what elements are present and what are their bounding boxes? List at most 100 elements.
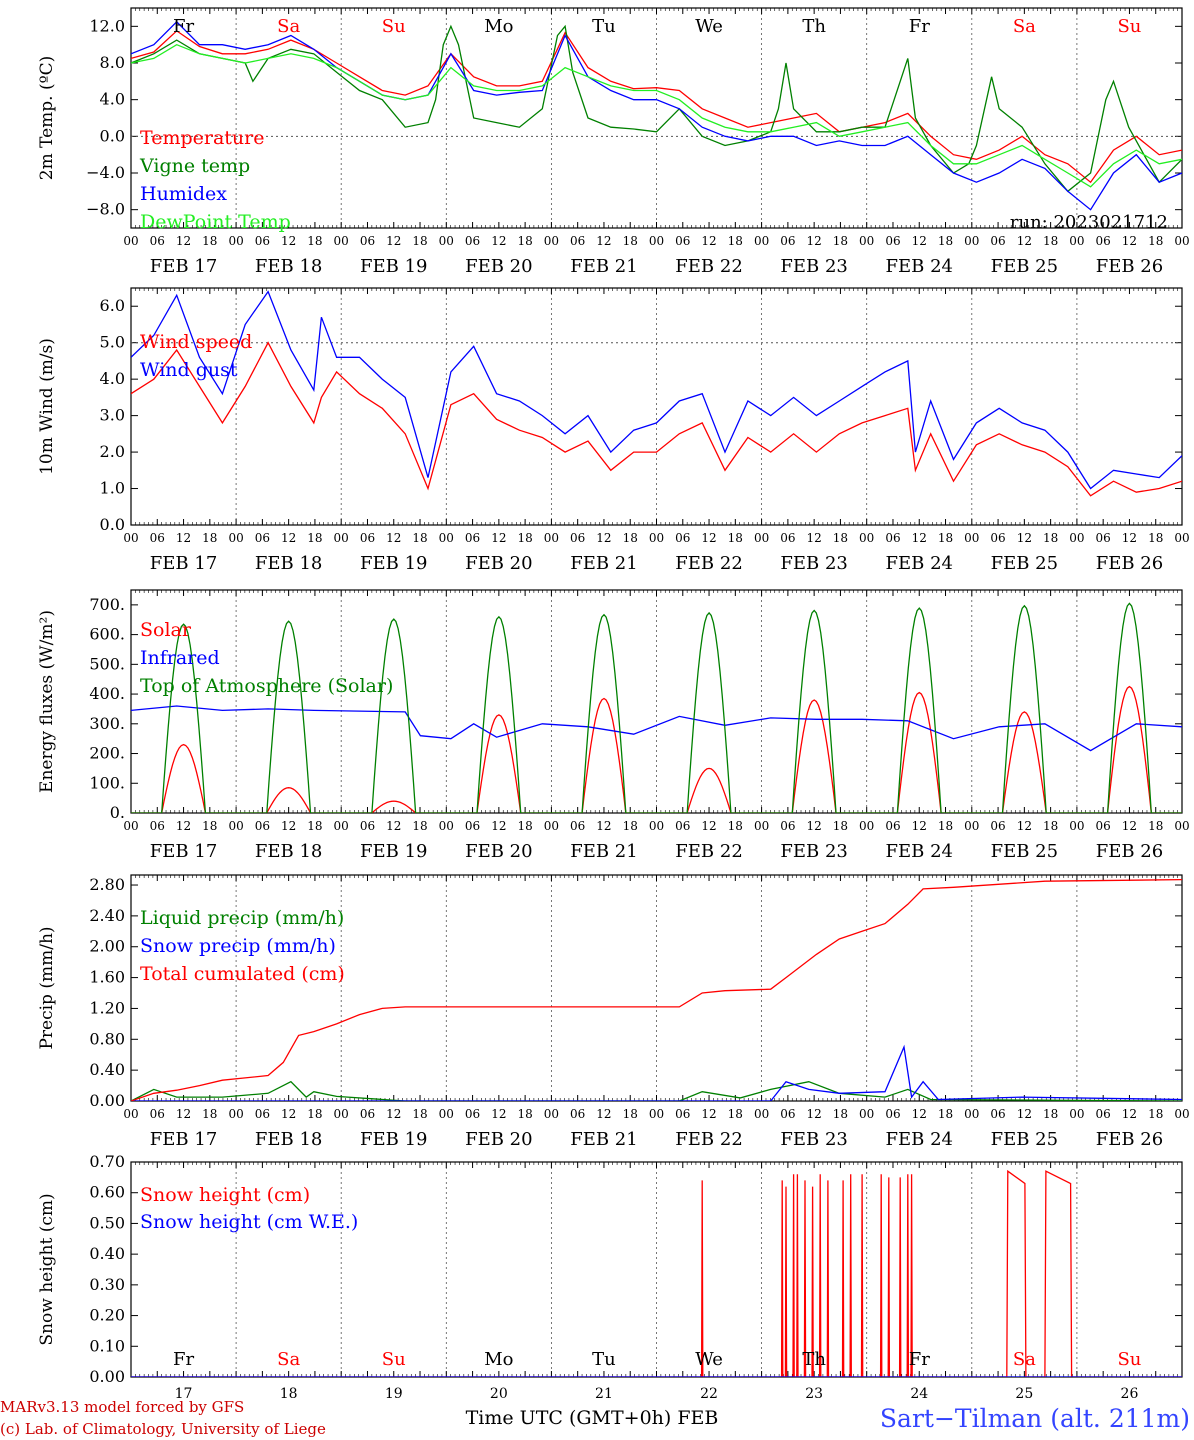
hour-tick-label: 00 [228,234,243,248]
hour-tick-label: 06 [360,1107,375,1121]
hour-tick-label: 18 [307,1107,322,1121]
hour-tick-label: 18 [728,1107,743,1121]
hour-tick-label: 18 [1148,234,1163,248]
hour-tick-label: 18 [1148,819,1163,833]
day-number: 26 [1121,1386,1139,1402]
series-line-wind-gust [131,290,1182,490]
date-label: FEB 22 [675,256,742,277]
hour-tick-label: 18 [623,531,638,545]
hour-tick-label: 00 [1174,1107,1189,1121]
y-tick-label: −8.0 [86,200,125,219]
hour-tick-label: 00 [1069,819,1084,833]
hour-tick-label: 06 [360,819,375,833]
footer-time-axis: Time UTC (GMT+0h) FEB [466,1407,719,1429]
y-tick-label: 0.10 [89,1336,125,1355]
hour-tick-label: 18 [938,1107,953,1121]
series-line-liquid-precip-mm-h- [131,1080,1182,1101]
y-tick-label: 4.0 [100,90,125,109]
date-label: FEB 23 [780,553,847,574]
hour-tick-label: 18 [202,1107,217,1121]
hour-tick-label: 06 [990,819,1005,833]
hour-tick-label: 06 [255,531,270,545]
hour-tick-label: 00 [228,531,243,545]
y-tick-label: 2.0 [100,442,125,461]
panel-snow: 0.00 0.10 0.20 0.30 0.40 0.50 0.60 0.70 Snow hei… [37,1152,1183,1386]
hour-tick-label: 12 [491,819,506,833]
hour-tick-label: 18 [307,234,322,248]
y-tick-label: 0.70 [89,1152,125,1171]
y-tick-label: 4.0 [100,369,125,388]
hour-tick-label: 00 [544,531,559,545]
hour-tick-label: 06 [1096,1107,1111,1121]
hour-tick-label: 18 [623,1107,638,1121]
hour-tick-label: 18 [307,819,322,833]
hour-tick-label: 18 [938,531,953,545]
hour-tick-label: 12 [281,531,296,545]
hour-tick-label: 00 [228,819,243,833]
panel-precip: 0.00 0.40 0.80 1.20 1.60 2.00 2.40 2.80 Precip (… [37,874,1190,1150]
legend-entry: Humidex [140,183,227,205]
hour-tick-label: 00 [439,1107,454,1121]
hour-tick-label: 18 [307,531,322,545]
date-label: FEB 21 [570,841,637,862]
hour-tick-label: 18 [623,234,638,248]
hour-tick-label: 12 [1017,819,1032,833]
date-label: FEB 24 [886,553,953,574]
hour-tick-label: 00 [964,1107,979,1121]
hour-tick-label: 12 [807,819,822,833]
hour-tick-label: 12 [1017,531,1032,545]
y-tick-label: 1.20 [89,998,125,1017]
hour-tick-label: 18 [202,531,217,545]
station-name: Sart−Tilman (alt. 211m) [880,1404,1190,1433]
hour-tick-label: 12 [1122,531,1137,545]
weekday-label-bottom: Sa [1013,1349,1036,1370]
weekday-label-bottom: Th [802,1349,826,1370]
series-line-temperature [131,30,1182,184]
hour-tick-label: 00 [1069,1107,1084,1121]
hour-tick-label: 18 [728,819,743,833]
date-label: FEB 23 [780,1129,847,1150]
legend-entry: DewPoint Temp [140,211,291,233]
y-tick-label: 600. [89,625,125,644]
hour-tick-label: 18 [412,819,427,833]
date-label: FEB 18 [255,256,322,277]
y-tick-label: 200. [89,744,125,763]
date-label: FEB 24 [886,1129,953,1150]
series-group [131,20,1182,211]
hour-tick-label: 00 [859,1107,874,1121]
hour-tick-label: 06 [570,1107,585,1121]
hour-tick-label: 06 [885,234,900,248]
y-tick-label: 0.0 [100,126,125,145]
hour-tick-label: 00 [754,531,769,545]
y-axis-label: 10m Wind (m/s) [37,338,57,475]
y-tick-label: 0.00 [89,1091,125,1110]
day-number: 25 [1015,1386,1033,1402]
date-label: FEB 19 [360,256,427,277]
hour-tick-label: 00 [964,819,979,833]
hour-tick-label: 12 [281,234,296,248]
hour-tick-label: 12 [807,234,822,248]
weekday-label-bottom: Tu [592,1349,616,1370]
hour-tick-label: 06 [885,1107,900,1121]
series-group [131,878,1182,1101]
series-line-total-cumulated-cm- [131,878,1182,1101]
hour-tick-label: 00 [859,531,874,545]
hour-tick-label: 00 [544,234,559,248]
hour-tick-label: 12 [807,1107,822,1121]
y-tick-label: 0.40 [89,1060,125,1079]
hour-tick-label: 00 [439,531,454,545]
hour-tick-label: 06 [570,531,585,545]
series-line-vigne-temp [131,24,1182,193]
hour-tick-label: 12 [912,531,927,545]
hour-tick-label: 18 [517,234,532,248]
hour-tick-label: 00 [754,234,769,248]
hour-tick-label: 18 [1043,1107,1058,1121]
weekday-label-bottom: Fr [909,1349,930,1370]
hour-tick-label: 12 [596,531,611,545]
weekday-label-bottom: Sa [277,1349,300,1370]
y-tick-label: 8.0 [100,53,125,72]
series-line-top-of-atmosphere-solar- [131,602,1182,813]
y-tick-label: 3.0 [100,406,125,425]
hour-tick-label: 00 [228,1107,243,1121]
day-number: 23 [805,1386,823,1402]
